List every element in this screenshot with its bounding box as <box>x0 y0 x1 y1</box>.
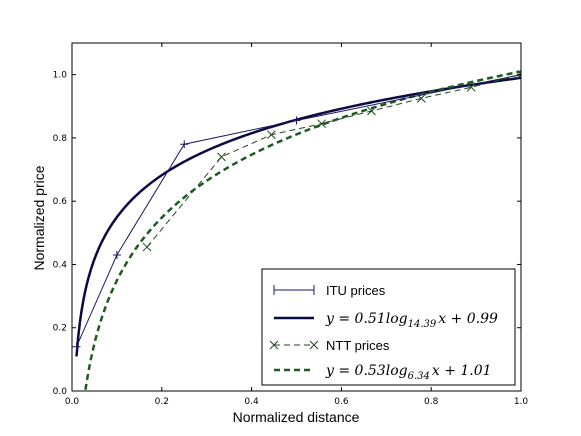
y-axis-label: Normalized price <box>31 165 47 270</box>
fit-curve-1 <box>75 76 521 357</box>
legend-ntt-marker <box>269 340 319 350</box>
y-tick-label-5: 1.0 <box>53 71 68 81</box>
plot-area <box>72 70 521 391</box>
ntt-point-7 <box>516 70 521 79</box>
x-tick-label-4: 0.8 <box>424 397 439 407</box>
ntt-point-6 <box>466 82 476 92</box>
plot-frame <box>71 42 522 392</box>
x-tick-label-0: 0.0 <box>65 397 80 407</box>
x-tick-label-1: 0.2 <box>155 397 169 407</box>
ntt-point-3 <box>317 119 326 129</box>
ntt-point-5 <box>416 94 426 103</box>
legend: ITU prices y = 0.51log14.39 x + 0.99 NTT … <box>261 268 516 386</box>
x-tick-label-2: 0.4 <box>244 397 259 407</box>
x-tick-label-3: 0.6 <box>334 397 349 407</box>
axis-ticks: 0.0 0.2 0.4 0.6 0.8 1.0 0.0 0.2 0.4 0.6 0.8 1.0 <box>53 43 529 407</box>
legend-box <box>261 268 516 386</box>
y-tick-label-1: 0.2 <box>53 324 67 334</box>
ntt-point-4 <box>367 106 376 116</box>
x-axis-label: Normalized distance <box>233 409 360 425</box>
legend-fit1-equation: y = 0.51log14.39 x + 0.99 <box>325 311 498 330</box>
itu-point-2 <box>180 140 189 149</box>
x-tick-label-5: 1.0 <box>514 397 529 407</box>
y-tick-label-3: 0.6 <box>53 197 68 207</box>
plot-clip-group <box>72 70 521 391</box>
legend-itu-label: ITU prices <box>326 283 386 298</box>
series-line-ntt <box>146 74 521 248</box>
ntt-point-0 <box>142 242 152 252</box>
y-tick-label-4: 0.8 <box>53 134 68 144</box>
itu-point-0 <box>72 342 81 351</box>
itu-point-1 <box>112 250 121 259</box>
legend-itu-marker <box>273 285 315 295</box>
legend-fit2-equation: y = 0.53log6.34 x + 1.01 <box>325 363 492 382</box>
y-tick-label-2: 0.4 <box>53 260 68 270</box>
ntt-point-1 <box>217 152 226 162</box>
legend-ntt-label: NTT prices <box>326 338 390 353</box>
y-tick-label-0: 0.0 <box>53 387 68 397</box>
ntt-point-2 <box>267 130 276 140</box>
itu-point-3 <box>292 116 301 125</box>
fit-curve-2 <box>84 70 521 391</box>
